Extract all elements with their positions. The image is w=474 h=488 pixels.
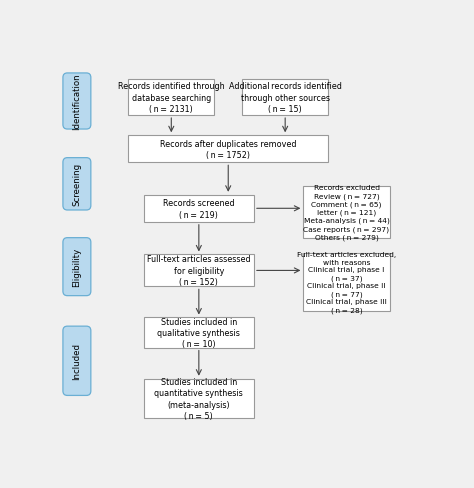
Text: Included: Included [73,343,82,380]
Text: Records screened
( n = 219): Records screened ( n = 219) [163,199,235,219]
FancyBboxPatch shape [63,74,91,130]
FancyBboxPatch shape [144,255,254,287]
FancyBboxPatch shape [144,379,254,418]
FancyBboxPatch shape [63,158,91,210]
Text: Full-text articles excluded,
with reasons
Clinical trial, phase I
( n = 37)
Clin: Full-text articles excluded, with reason… [297,251,396,313]
Text: Screening: Screening [73,163,82,206]
Text: Records after duplicates removed
( n = 1752): Records after duplicates removed ( n = 1… [160,139,296,160]
FancyBboxPatch shape [144,195,254,223]
FancyBboxPatch shape [303,186,390,239]
FancyBboxPatch shape [128,136,328,163]
Text: Records excluded
Review ( n = 727)
Comment ( n = 65)
letter ( n = 121)
Meta-anal: Records excluded Review ( n = 727) Comme… [303,185,390,240]
Text: Additional records identified
through other sources
( n = 15): Additional records identified through ot… [229,82,342,114]
FancyBboxPatch shape [63,326,91,396]
FancyBboxPatch shape [63,238,91,296]
Text: Records identified through
database searching
( n = 2131): Records identified through database sear… [118,82,225,114]
Text: Studies included in
qualitative synthesis
( n = 10): Studies included in qualitative synthesi… [157,317,240,349]
Text: Full-text articles assessed
for eligibility
( n = 152): Full-text articles assessed for eligibil… [147,255,251,287]
Text: Studies included in
quantitative synthesis
(meta-analysis)
( n = 5): Studies included in quantitative synthes… [155,377,243,420]
Text: Eligibility: Eligibility [73,247,82,286]
FancyBboxPatch shape [303,253,390,311]
FancyBboxPatch shape [144,318,254,348]
Text: Identification: Identification [73,74,82,130]
FancyBboxPatch shape [128,80,214,116]
FancyBboxPatch shape [242,80,328,116]
